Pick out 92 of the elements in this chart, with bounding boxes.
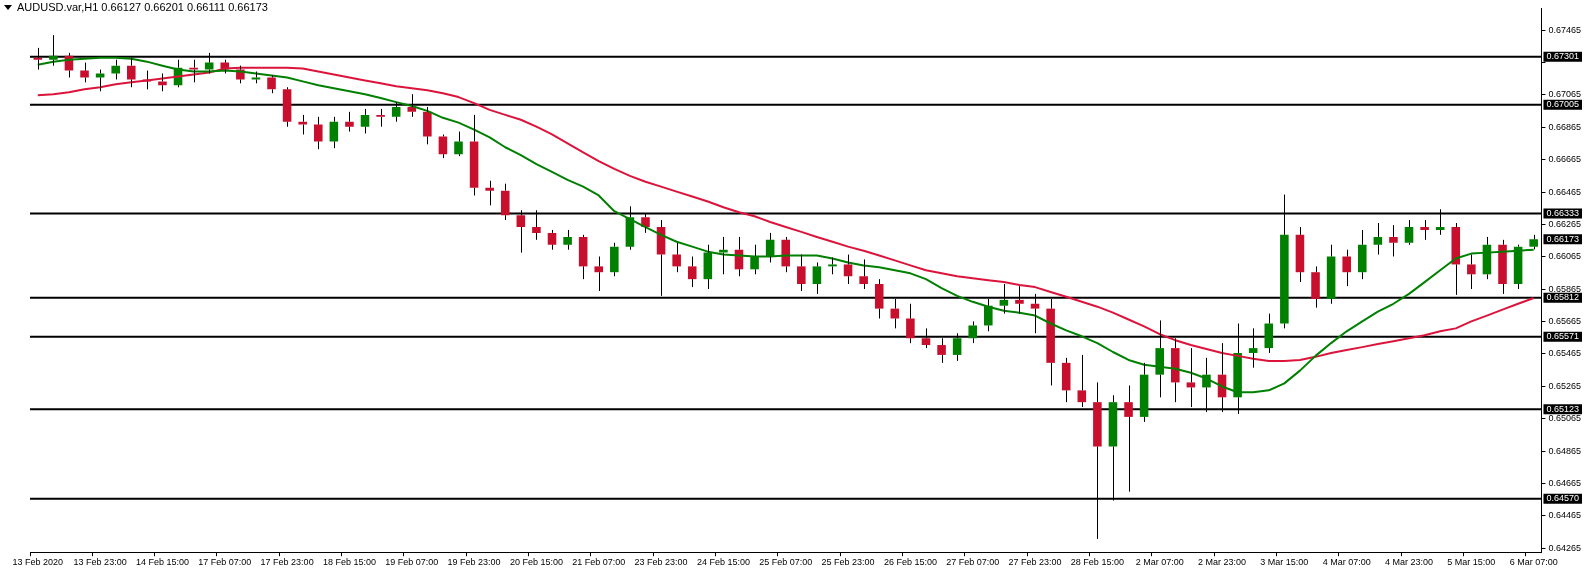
y-tick-label: 0.64265 <box>1548 542 1582 553</box>
candlestick <box>158 72 167 92</box>
candlestick <box>1342 249 1351 287</box>
candlestick <box>1295 226 1305 283</box>
candlestick <box>563 229 572 251</box>
text: 0.66173 <box>1546 233 1580 244</box>
y-tick-label: 0.64865 <box>1548 445 1582 456</box>
y-tick-label: 0.66465 <box>1548 186 1582 197</box>
candlestick <box>80 62 89 83</box>
ref-line-label: 0.65123 <box>1546 403 1580 414</box>
x-tick-label: 25 Feb 23:00 <box>821 557 875 568</box>
x-tick-label: 4 Mar 07:00 <box>1322 557 1371 568</box>
candlestick <box>267 74 276 94</box>
candlestick <box>438 133 448 159</box>
x-tick-label: 17 Feb 23:00 <box>260 557 314 568</box>
x-tick-label: 17 Feb 07:00 <box>198 557 252 568</box>
y-tick-label: 0.66865 <box>1548 121 1582 132</box>
x-tick-label: 24 Feb 15:00 <box>696 557 750 568</box>
y-tick-label: 0.65865 <box>1548 283 1582 294</box>
x-tick-label: 26 Feb 15:00 <box>883 557 937 568</box>
x-tick-label: 6 Mar 07:00 <box>1509 557 1558 568</box>
y-tick-label: 0.65065 <box>1548 413 1582 424</box>
candlestick <box>1498 239 1507 295</box>
x-tick-label: 19 Feb 07:00 <box>385 557 439 568</box>
candlestick <box>329 116 339 149</box>
candlestick <box>1389 224 1398 258</box>
x-tick-label: 13 Feb 23:00 <box>73 557 127 568</box>
candlestick <box>1451 222 1461 296</box>
x-tick-label: 20 Feb 15:00 <box>509 557 563 568</box>
candlestick <box>1373 222 1383 256</box>
candlestick <box>750 244 759 275</box>
candlestick <box>687 256 697 288</box>
candlestick <box>812 262 822 295</box>
ref-line-label: 0.65812 <box>1546 292 1580 303</box>
x-tick-label: 3 Mar 15:00 <box>1260 557 1309 568</box>
ref-line-label: 0.67005 <box>1546 99 1580 110</box>
ref-line-label: 0.65571 <box>1546 331 1580 342</box>
x-tick-label: 5 Mar 15:00 <box>1447 557 1496 568</box>
candlestick <box>485 180 494 206</box>
x-tick-label: 2 Mar 07:00 <box>1135 557 1184 568</box>
y-tick-label: 0.65665 <box>1548 316 1582 327</box>
candlestick <box>843 254 853 285</box>
y-tick-label: 0.64465 <box>1548 510 1582 521</box>
y-tick-label: 0.65265 <box>1548 380 1582 391</box>
x-tick-label: 21 Feb 07:00 <box>572 557 626 568</box>
y-tick-label: 0.65465 <box>1548 348 1582 359</box>
candlestick <box>298 114 307 135</box>
candlestick <box>189 59 198 83</box>
y-tick-label: 0.64665 <box>1548 477 1582 488</box>
candlestick <box>1061 357 1071 403</box>
y-tick-label: 0.66065 <box>1548 251 1582 262</box>
candlestick <box>454 131 463 157</box>
x-tick-label: 13 Feb 2020 <box>12 557 64 568</box>
x-tick-label: 14 Feb 15:00 <box>135 557 189 568</box>
candlestick <box>345 111 354 133</box>
y-tick-label: 0.67465 <box>1548 24 1582 35</box>
candlestick <box>578 234 588 280</box>
candlestick <box>1404 219 1414 246</box>
x-tick-label: 18 Feb 15:00 <box>322 557 376 568</box>
candlestick <box>313 116 323 150</box>
candlestick <box>781 236 791 273</box>
candlestick <box>594 256 604 292</box>
candlestick <box>111 59 120 80</box>
ref-line-label: 0.67301 <box>1546 51 1580 62</box>
x-tick-label: 25 Feb 07:00 <box>759 557 813 568</box>
candlestick <box>828 256 837 275</box>
y-tick-label: 0.66665 <box>1548 154 1582 165</box>
x-tick-label: 4 Mar 23:00 <box>1385 557 1434 568</box>
x-tick-label: 28 Feb 15:00 <box>1070 557 1124 568</box>
candlestick <box>797 254 806 292</box>
ref-line-label: 0.66333 <box>1546 207 1580 218</box>
candlestick <box>1420 219 1429 241</box>
candlestick <box>859 258 868 290</box>
candlestick <box>610 242 619 277</box>
ref-line-label: 0.64570 <box>1546 493 1580 504</box>
x-tick-label: 27 Feb 07:00 <box>946 557 1000 568</box>
chart-title: AUDUSD.var,H1 0.66127 0.66201 0.66111 0.66173 <box>17 1 268 13</box>
candlestick <box>360 108 370 135</box>
x-tick-label: 2 Mar 23:00 <box>1198 557 1247 568</box>
candlestick <box>469 114 479 196</box>
candlestick <box>1357 229 1367 280</box>
y-tick-label: 0.66265 <box>1548 218 1582 229</box>
candlestick <box>719 236 728 275</box>
candlestick <box>376 108 385 128</box>
x-tick-label: 27 Feb 23:00 <box>1008 557 1062 568</box>
candlestick <box>547 229 557 251</box>
x-tick-label: 19 Feb 23:00 <box>447 557 501 568</box>
candlestick <box>1467 254 1476 290</box>
y-tick-label: 0.67065 <box>1548 89 1582 100</box>
candlestick <box>672 242 681 273</box>
x-tick-label: 23 Feb 23:00 <box>634 557 688 568</box>
candlestick <box>703 244 713 290</box>
